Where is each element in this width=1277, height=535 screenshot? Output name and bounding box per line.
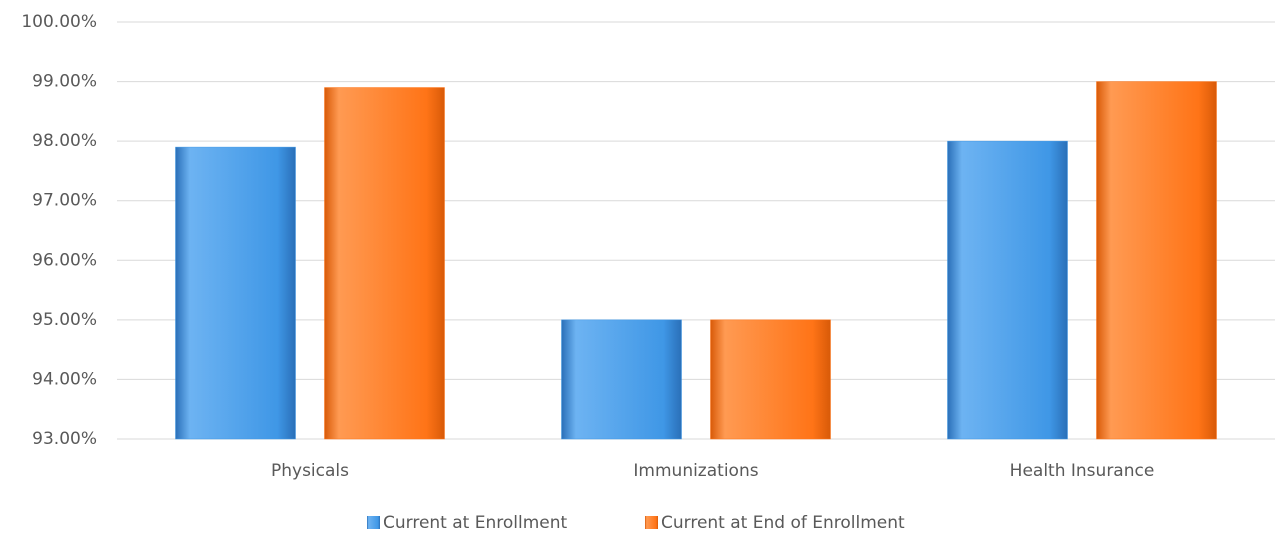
legend-swatch — [367, 516, 380, 529]
y-tick-label: 99.00% — [32, 72, 97, 92]
y-tick-label: 98.00% — [32, 131, 97, 151]
y-tick-label: 93.00% — [32, 429, 97, 449]
bar — [324, 87, 445, 440]
y-tick-label: 94.00% — [32, 369, 97, 389]
y-tick-label: 96.00% — [32, 250, 97, 270]
bar — [175, 146, 296, 440]
x-tick-label: Physicals — [271, 461, 349, 481]
y-tick-label: 100.00% — [21, 12, 97, 32]
bar — [561, 319, 682, 440]
legend-label: Current at Enrollment — [383, 513, 568, 533]
x-tick-label: Health Insurance — [1010, 461, 1155, 481]
bar — [947, 140, 1068, 440]
legend-swatch — [645, 516, 658, 529]
x-tick-label: Immunizations — [633, 461, 758, 481]
bar — [1096, 81, 1217, 440]
bar — [710, 319, 831, 440]
y-tick-label: 97.00% — [32, 191, 97, 211]
legend-label: Current at End of Enrollment — [661, 513, 905, 533]
y-tick-label: 95.00% — [32, 310, 97, 330]
